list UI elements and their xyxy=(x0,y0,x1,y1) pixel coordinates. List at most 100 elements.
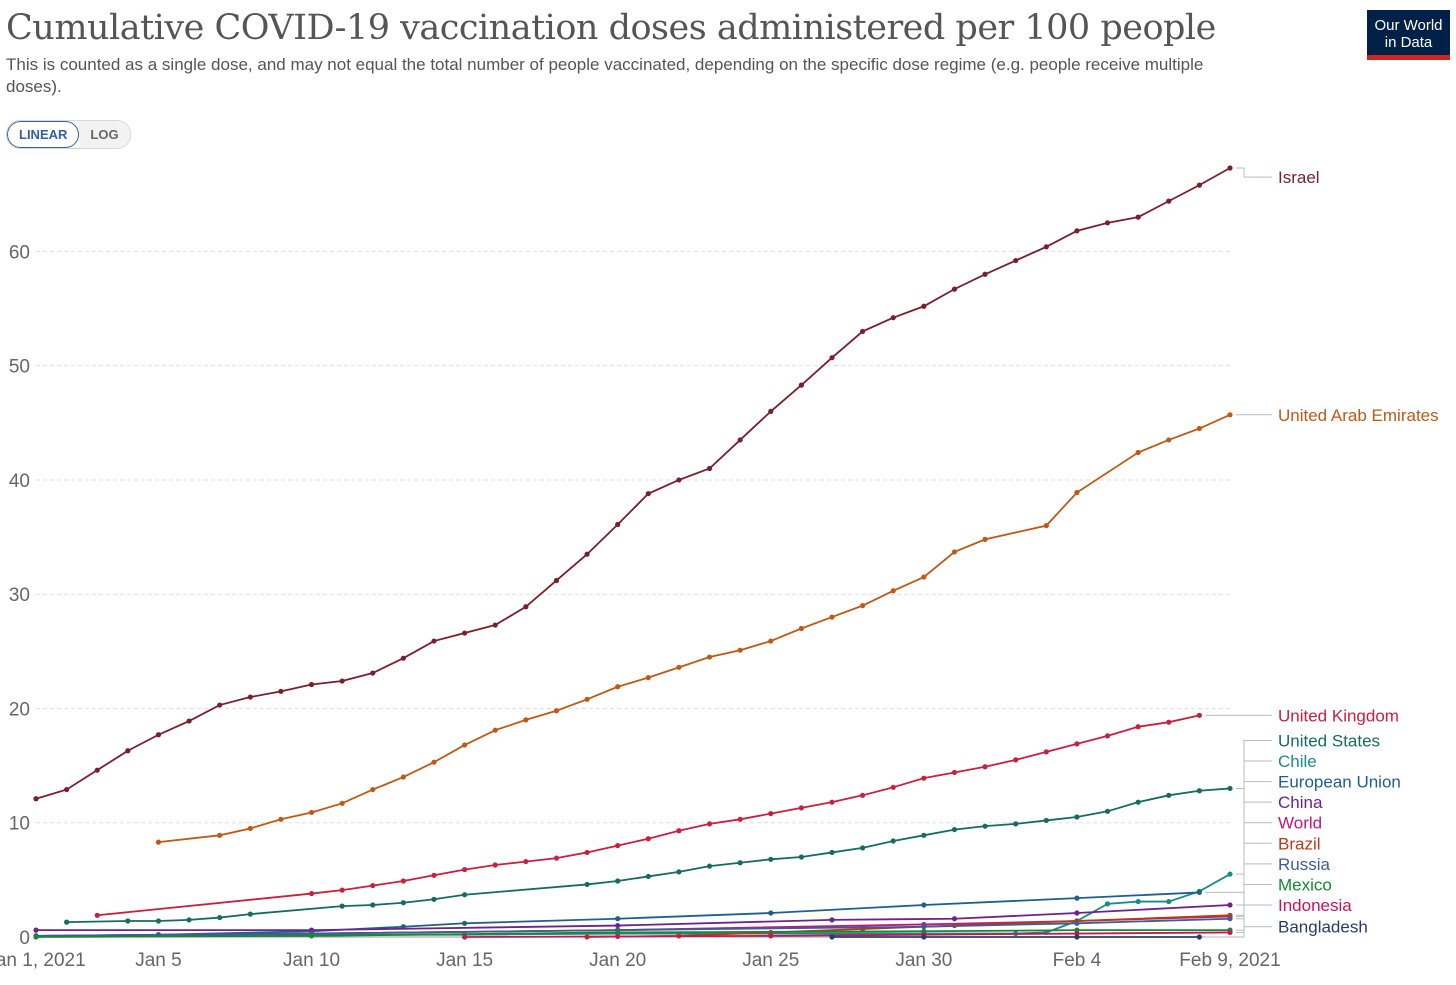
data-point-israel xyxy=(982,271,988,277)
data-point-united-states xyxy=(1135,799,1141,805)
label-connector-russia xyxy=(1236,863,1272,920)
series-line-european-union xyxy=(35,891,1200,937)
data-point-united-kingdom xyxy=(676,828,682,834)
data-point-united-states xyxy=(890,838,896,844)
data-point-china xyxy=(951,916,958,922)
data-point-chile xyxy=(1227,871,1233,877)
data-point-israel xyxy=(1043,244,1049,250)
data-point-united-arab-emirates xyxy=(1166,437,1172,443)
data-point-united-states xyxy=(829,849,835,856)
data-point-united-kingdom xyxy=(1166,719,1172,725)
data-point-united-kingdom xyxy=(1196,712,1202,718)
data-point-bangladesh xyxy=(829,934,835,940)
series-line-indonesia xyxy=(464,931,1231,938)
data-point-united-kingdom xyxy=(462,866,468,873)
data-point-united-arab-emirates xyxy=(737,647,743,653)
chart-title: Cumulative COVID-19 vaccination doses ad… xyxy=(6,8,1216,48)
data-point-united-arab-emirates xyxy=(584,696,590,702)
data-point-european-union xyxy=(768,910,774,916)
data-point-united-arab-emirates xyxy=(553,708,560,714)
data-point-united-arab-emirates xyxy=(951,549,958,555)
data-point-israel xyxy=(829,355,835,361)
data-point-israel xyxy=(768,408,774,414)
scale-toggle: LINEAR LOG xyxy=(6,120,131,149)
data-point-united-arab-emirates xyxy=(615,684,621,690)
data-point-indonesia xyxy=(768,933,774,939)
data-point-israel xyxy=(33,796,39,802)
label-connector-china xyxy=(1236,801,1272,906)
data-point-indonesia xyxy=(615,933,621,940)
data-point-united-kingdom xyxy=(890,784,896,790)
data-point-united-states xyxy=(462,892,468,898)
data-point-united-arab-emirates xyxy=(921,574,927,580)
owid-logo[interactable]: Our World in Data xyxy=(1367,10,1450,60)
data-point-china xyxy=(33,927,39,933)
data-point-united-arab-emirates xyxy=(1196,425,1202,432)
data-point-united-states xyxy=(400,900,406,906)
data-point-israel xyxy=(584,551,590,557)
series-line-united-states xyxy=(66,787,1231,924)
x-tick-label: Jan 1, 2021 xyxy=(0,950,86,971)
data-point-united-states xyxy=(1043,817,1049,824)
data-point-united-kingdom xyxy=(706,821,713,827)
series-label-bangladesh: Bangladesh xyxy=(1278,918,1368,937)
linear-scale-button[interactable]: LINEAR xyxy=(7,121,80,148)
y-tick-label: 30 xyxy=(9,585,30,606)
data-point-united-kingdom xyxy=(829,799,835,805)
chart-subtitle: This is counted as a single dose, and ma… xyxy=(6,55,1204,96)
data-point-united-kingdom xyxy=(1043,749,1049,755)
series-label-european-union: European Union xyxy=(1278,773,1401,792)
data-point-united-states xyxy=(1074,814,1080,820)
data-point-european-union xyxy=(462,920,468,926)
data-point-israel xyxy=(492,622,498,628)
x-tick-label: Feb 9, 2021 xyxy=(1179,950,1280,971)
series-label-united-kingdom: United Kingdom xyxy=(1278,706,1399,725)
data-point-israel xyxy=(370,670,376,676)
data-point-chile xyxy=(1135,898,1141,905)
data-point-united-states xyxy=(431,896,437,902)
data-point-israel xyxy=(921,303,927,309)
data-point-israel xyxy=(217,702,223,708)
series-label-mexico: Mexico xyxy=(1278,875,1332,894)
data-point-united-states xyxy=(706,863,713,869)
data-point-united-kingdom xyxy=(1135,724,1141,730)
data-point-russia xyxy=(1074,920,1080,926)
y-tick-label: 0 xyxy=(19,928,30,949)
data-point-israel xyxy=(615,521,621,528)
data-point-united-states xyxy=(737,860,743,866)
data-point-mexico xyxy=(615,929,621,936)
data-point-united-states xyxy=(339,903,345,909)
data-point-israel xyxy=(951,286,958,292)
series-line-mexico xyxy=(35,929,1230,938)
data-point-united-states xyxy=(1166,792,1172,798)
data-point-israel xyxy=(155,732,162,738)
data-point-united-arab-emirates xyxy=(278,816,284,822)
data-point-israel xyxy=(523,604,529,610)
log-scale-button[interactable]: LOG xyxy=(79,121,130,148)
data-point-european-union xyxy=(1196,889,1202,896)
label-connector-world xyxy=(1236,822,1272,917)
data-point-mexico xyxy=(308,933,315,939)
data-point-bangladesh xyxy=(921,934,927,940)
data-point-israel xyxy=(553,577,560,584)
data-point-israel xyxy=(676,477,682,483)
data-point-united-states xyxy=(155,918,162,924)
data-point-united-kingdom xyxy=(523,858,529,865)
series-label-indonesia: Indonesia xyxy=(1278,896,1352,915)
series-label-brazil: Brazil xyxy=(1278,834,1321,853)
data-point-indonesia xyxy=(1227,929,1233,936)
label-connector-israel xyxy=(1236,167,1272,178)
data-point-chile xyxy=(1166,898,1172,905)
y-tick-label: 50 xyxy=(9,357,30,378)
data-point-european-union xyxy=(615,916,621,922)
x-tick-label: Feb 4 xyxy=(1053,950,1102,971)
y-tick-label: 60 xyxy=(9,242,30,263)
data-point-united-states xyxy=(125,918,131,924)
series-label-israel: Israel xyxy=(1278,168,1320,187)
label-connector-european-union xyxy=(1205,781,1272,893)
data-point-israel xyxy=(1013,257,1019,264)
data-point-united-arab-emirates xyxy=(1227,412,1233,418)
data-point-israel xyxy=(645,491,651,497)
data-point-united-arab-emirates xyxy=(217,832,223,838)
